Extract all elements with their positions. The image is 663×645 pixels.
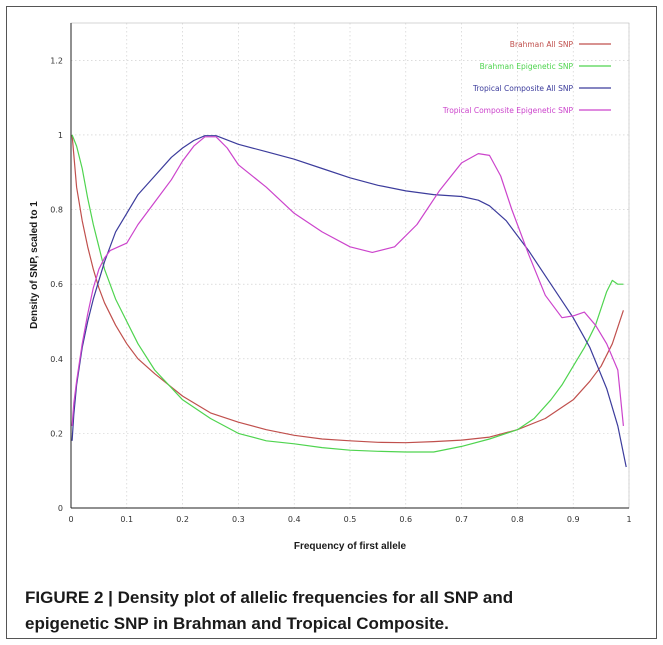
x-axis-label: Frequency of first allele [294, 541, 407, 552]
series-line-tropical-composite-all-snp [71, 135, 627, 468]
y-tick-label: 0.2 [50, 429, 63, 438]
y-axis-label: Density of SNP, scaled to 1 [29, 201, 40, 329]
density-chart: 0 0.1 0.2 0.3 0.4 0.5 0.6 0.7 0.8 0.9 1 0 0.2 0.4 0.6 0… [29, 22, 632, 552]
x-tick-label: 0 [68, 515, 73, 524]
y-tick-label: 1.2 [50, 56, 63, 65]
legend-label-brahman-epigenetic-snp: Brahman Epigenetic SNP [480, 62, 574, 71]
x-tick-label: 0.2 [176, 515, 189, 524]
figure-caption: FIGURE 2 | Density plot of allelic frequ… [25, 585, 635, 637]
x-tick-label: 0.4 [288, 515, 301, 524]
x-tick-label: 0.8 [511, 515, 524, 524]
x-tick-label: 0.3 [232, 515, 245, 524]
x-tick-label: 0.5 [344, 515, 357, 524]
series-line-tropical-composite-epigenetic-snp [71, 136, 624, 426]
y-tick-label: 1 [58, 131, 63, 140]
x-tick-label: 0.6 [399, 515, 412, 524]
x-tick-label: 1 [626, 515, 631, 524]
caption-line-1: FIGURE 2 | Density plot of allelic frequ… [25, 588, 514, 607]
y-tick-label: 0.8 [50, 206, 63, 215]
y-tick-label: 0.6 [50, 280, 63, 289]
figure-panel: 0 0.1 0.2 0.3 0.4 0.5 0.6 0.7 0.8 0.9 1 0 0.2 0.4 0.6 0… [6, 6, 657, 639]
x-tick-label: 0.1 [120, 515, 133, 524]
legend-label-tropical-composite-epigenetic-snp: Tropical Composite Epigenetic SNP [442, 106, 574, 115]
axes-layer [70, 23, 629, 509]
legend-label-brahman-all-snp: Brahman All SNP [510, 40, 574, 49]
caption-line-2: epigenetic SNP in Brahman and Tropical C… [25, 614, 449, 633]
y-tick-label: 0.4 [50, 355, 63, 364]
x-tick-label: 0.7 [455, 515, 468, 524]
legend-label-tropical-composite-all-snp: Tropical Composite All SNP [472, 84, 573, 93]
grid-layer [71, 23, 630, 508]
tick-labels: 0 0.1 0.2 0.3 0.4 0.5 0.6 0.7 0.8 0.9 1 0 0.2 0.4 0.6 0… [50, 56, 631, 524]
legend: Brahman All SNP Brahman Epigenetic SNP Tro… [442, 40, 611, 115]
y-tick-label: 0 [58, 504, 63, 513]
x-tick-label: 0.9 [567, 515, 580, 524]
series-line-brahman-all-snp [71, 134, 624, 444]
series-line-brahman-epigenetic-snp [71, 134, 624, 453]
series-lines [71, 134, 627, 468]
